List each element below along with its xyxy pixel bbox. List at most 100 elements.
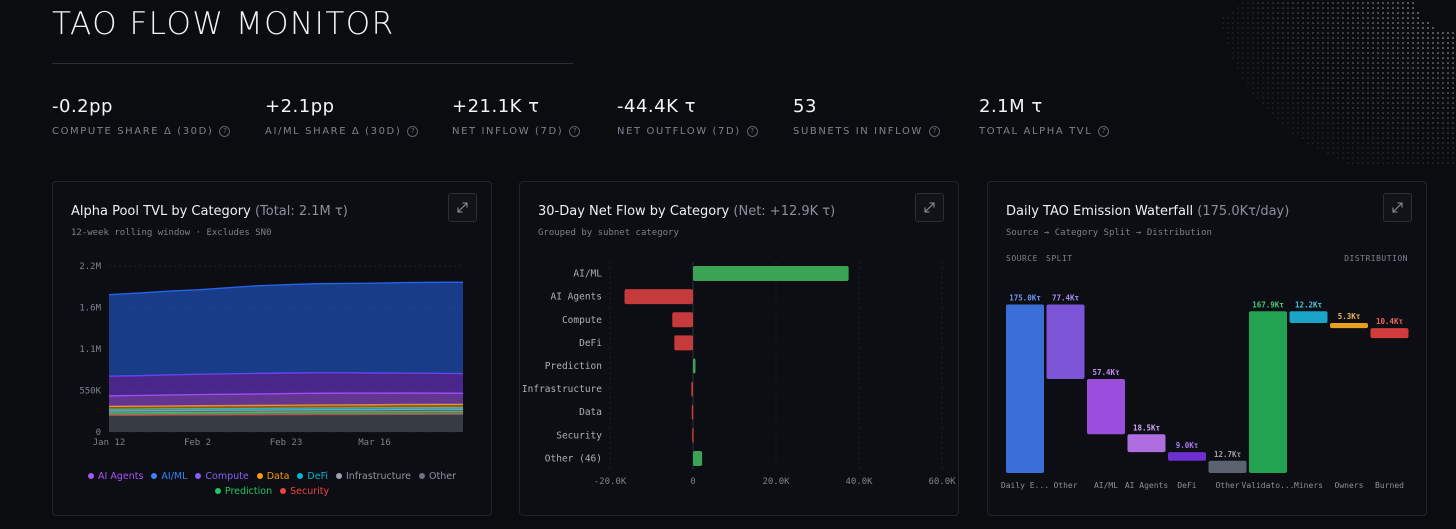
legend-dot	[214, 488, 221, 494]
netflow-chart-card: 30-Day Net Flow by Category (Net: +12.9K…	[519, 181, 959, 516]
legend-item[interactable]: Security	[280, 486, 329, 497]
waterfall-chart-title: Daily TAO Emission Waterfall (175.0Kτ/da…	[1006, 204, 1290, 219]
kpi-label: NET OUTFLOW (7D)?	[617, 126, 758, 137]
bar-value-label: 57.4Kτ	[1092, 368, 1120, 377]
area-ai-agents	[109, 392, 463, 407]
legend-item[interactable]: Compute	[195, 471, 249, 482]
legend-dot	[297, 473, 304, 479]
waterfall-bar-7	[1289, 311, 1328, 324]
category-label: AI/ML	[573, 269, 602, 280]
area-data	[109, 404, 463, 410]
bar-value-label: 9.0Kτ	[1176, 441, 1199, 450]
bar-category-label: Miners	[1294, 481, 1323, 490]
help-icon[interactable]: ?	[569, 126, 581, 137]
legend-dot	[88, 473, 94, 479]
bar-category-label: Other	[1215, 481, 1239, 490]
bar-compute	[672, 312, 693, 328]
x-tick-label: Mar 16	[358, 438, 391, 448]
help-icon[interactable]: ?	[219, 126, 231, 137]
category-label: Infrastructure	[522, 384, 602, 395]
waterfall-bar-chart: SOURCE SPLIT DISTRIBUTION 175.0Kτ Daily E...…	[1001, 254, 1409, 490]
legend-dot	[419, 473, 425, 479]
legend-dot	[335, 473, 342, 479]
netflow-bar-chart: -20.0K 0 20.0K 40.0K 60.0K AI/ML AI Agents Comp…	[522, 262, 956, 487]
kpi-value: 2.1M τ	[979, 96, 1043, 117]
y-tick-label: 1.6M	[79, 304, 101, 314]
kpi-label: SUBNETS IN INFLOW?	[793, 126, 940, 137]
x-tick-label: 60.0K	[928, 477, 956, 487]
help-icon[interactable]: ?	[407, 126, 419, 137]
x-tick-label: 40.0K	[845, 477, 873, 487]
legend-item[interactable]: Prediction	[214, 486, 272, 497]
area-compute	[109, 372, 463, 396]
area-ai-ml	[109, 282, 463, 377]
tvl-chart-card: Alpha Pool TVL by Category (Total: 2.1M …	[52, 181, 492, 516]
title-divider	[52, 63, 573, 64]
expand-icon	[1392, 202, 1403, 213]
bar-value-label: 12.2Kτ	[1295, 300, 1323, 309]
kpi-0: -0.2pp COMPUTE SHARE Δ (30D)?	[52, 96, 231, 137]
bar-category-label: AI Agents	[1125, 481, 1169, 490]
waterfall-bar-5	[1208, 460, 1247, 473]
netflow-chart-subtitle: Grouped by subnet category	[538, 228, 679, 238]
y-tick-label: 2.2M	[79, 262, 101, 272]
kpi-value: 53	[793, 96, 817, 117]
bar-category-label: DeFi	[1177, 481, 1196, 490]
legend-dot	[151, 473, 158, 479]
bar-category-label: Owners	[1335, 481, 1364, 490]
bar-infrastructure	[691, 381, 693, 397]
tvl-chart-title: Alpha Pool TVL by Category (Total: 2.1M …	[71, 204, 348, 219]
x-tick-label: Jan 12	[93, 438, 126, 448]
bar-prediction	[693, 358, 696, 374]
legend-item[interactable]: AI Agents	[88, 471, 143, 482]
kpi-label: AI/ML SHARE Δ (30D)?	[265, 126, 419, 137]
x-tick-label: Feb 23	[270, 438, 303, 448]
expand-icon	[924, 202, 935, 213]
section-source-label: SOURCE	[1006, 254, 1038, 263]
waterfall-chart-subtitle: Source → Category Split → Distribution	[1006, 228, 1212, 238]
kpi-label: TOTAL ALPHA TVL?	[979, 126, 1110, 137]
page-title: TAO FLOW MONITOR	[52, 6, 395, 42]
kpi-1: +2.1pp AI/ML SHARE Δ (30D)?	[265, 96, 419, 137]
category-label: Other (46)	[545, 453, 602, 464]
category-label: Data	[579, 407, 602, 418]
kpi-5: 2.1M τ TOTAL ALPHA TVL?	[979, 96, 1110, 137]
legend-item[interactable]: AI/ML	[151, 471, 187, 482]
kpi-label: COMPUTE SHARE Δ (30D)?	[52, 126, 231, 137]
bar-data	[691, 404, 694, 420]
tvl-chart-subtitle: 12-week rolling window · Excludes SN0	[71, 228, 272, 238]
x-tick-label: Feb 2	[184, 438, 211, 448]
kpi-value: +21.1K τ	[452, 96, 540, 117]
series-line	[108, 281, 464, 296]
waterfall-bar-3	[1127, 434, 1166, 453]
help-icon[interactable]: ?	[746, 126, 758, 137]
x-tick-label: -20.0K	[594, 477, 627, 487]
legend-item[interactable]: Other	[419, 471, 456, 482]
category-label: Security	[556, 430, 602, 441]
bar-category-label: Daily E...	[1001, 481, 1049, 490]
help-icon[interactable]: ?	[928, 126, 940, 137]
waterfall-expand-button[interactable]	[1383, 193, 1412, 222]
waterfall-bar-8	[1330, 323, 1368, 329]
tvl-expand-button[interactable]	[448, 193, 477, 222]
y-tick-label: 550K	[79, 387, 101, 397]
legend-item[interactable]: DeFi	[297, 471, 328, 482]
legend-item[interactable]: Data	[256, 471, 289, 482]
legend-dot	[256, 473, 263, 479]
bar-category-label: Validato...	[1242, 481, 1295, 490]
kpi-value: -0.2pp	[52, 96, 113, 117]
legend-item[interactable]: Infrastructure	[335, 471, 411, 482]
tvl-legend: AI Agents AI/ML Compute Data DeFi Infrastruct…	[53, 469, 491, 499]
y-tick-label: 0	[96, 428, 101, 438]
bar-value-label: 5.3Kτ	[1338, 312, 1361, 321]
netflow-chart-title: 30-Day Net Flow by Category (Net: +12.9K…	[538, 204, 836, 219]
bar-value-label: 167.9Kτ	[1252, 300, 1284, 309]
netflow-expand-button[interactable]	[915, 193, 944, 222]
waterfall-bar-2	[1087, 378, 1125, 435]
waterfall-bar-1	[1046, 304, 1085, 379]
category-label: Prediction	[545, 361, 602, 372]
help-icon[interactable]: ?	[1098, 126, 1110, 137]
kpi-2: +21.1K τ NET INFLOW (7D)?	[452, 96, 581, 137]
bar-category-label: Other	[1053, 481, 1077, 490]
